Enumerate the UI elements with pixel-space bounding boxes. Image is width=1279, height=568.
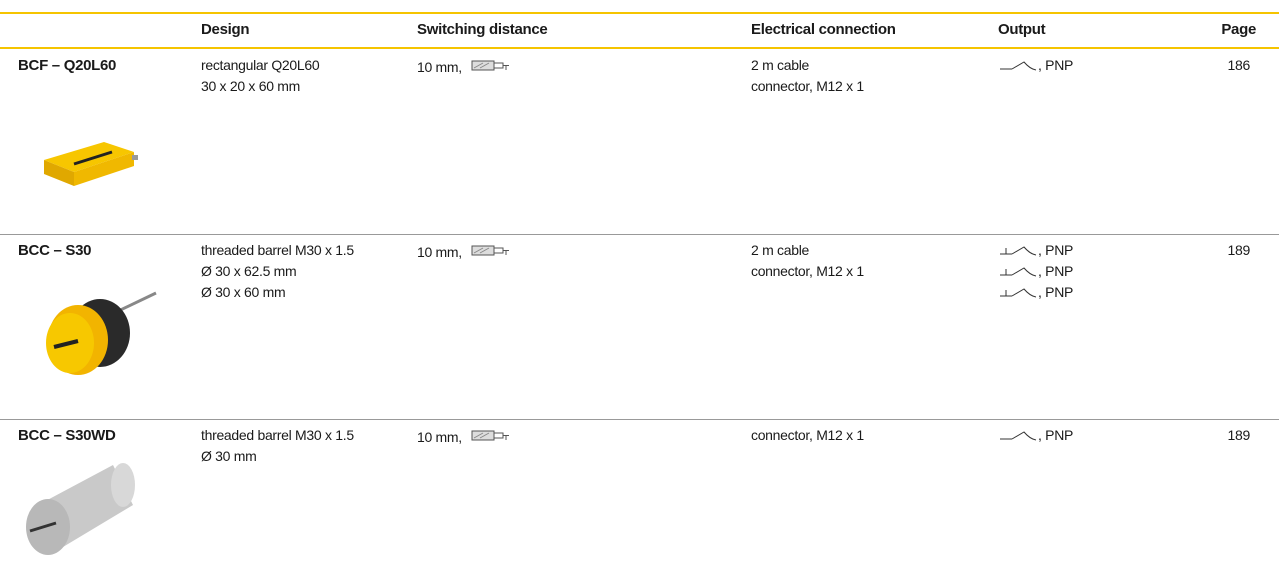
cell-text: , PNP <box>1038 263 1074 279</box>
cell-text: , PNP <box>1038 284 1074 300</box>
cell-text: , PNP <box>1038 57 1074 73</box>
sensor-symbol <box>471 430 509 441</box>
cell-text: 186 <box>1227 57 1251 73</box>
switch-symbol <box>1000 246 1037 256</box>
cell-text: 2 m cable <box>751 57 809 73</box>
sensor-symbol <box>471 60 509 71</box>
switch-symbol <box>1000 431 1037 441</box>
cell-text: threaded barrel M30 x 1.5 <box>201 242 354 258</box>
column-header: BCC – S30WD <box>18 427 116 444</box>
cell-text: 2 m cable <box>751 242 809 258</box>
cell-text: 30 x 20 x 60 mm <box>201 78 300 94</box>
cell-text: connector, M12 x 1 <box>751 427 864 443</box>
row-rule <box>0 234 1279 235</box>
sensor-symbol <box>471 245 509 256</box>
cell-text: , PNP <box>1038 427 1074 443</box>
cell-text: threaded barrel M30 x 1.5 <box>201 427 354 443</box>
switch-symbol <box>1000 288 1037 298</box>
row-rule <box>0 419 1279 420</box>
column-header: Design <box>201 21 250 38</box>
column-header: Output <box>998 21 1046 38</box>
cell-text: 10 mm, <box>417 59 462 75</box>
switch-symbol <box>1000 61 1037 71</box>
cell-text: 189 <box>1227 242 1251 258</box>
cell-text: 10 mm, <box>417 244 462 260</box>
column-header: Page <box>1221 21 1256 38</box>
column-header: Electrical connection <box>751 21 896 38</box>
column-header: BCF – Q20L60 <box>18 57 117 74</box>
cell-text: 189 <box>1227 427 1251 443</box>
product-image <box>46 291 157 375</box>
switch-symbol <box>1000 267 1037 277</box>
product-image <box>26 463 135 555</box>
product-image <box>44 142 138 186</box>
header-rule <box>0 47 1279 49</box>
column-header: BCC – S30 <box>18 242 92 259</box>
cell-text: rectangular Q20L60 <box>201 57 320 73</box>
cell-text: Ø 30 x 62.5 mm <box>201 263 297 279</box>
cell-text: Ø 30 mm <box>201 448 257 464</box>
cell-text: 10 mm, <box>417 429 462 445</box>
cell-text: connector, M12 x 1 <box>751 263 864 279</box>
column-header: Switching distance <box>417 21 548 38</box>
cell-text: connector, M12 x 1 <box>751 78 864 94</box>
cell-text: Ø 30 x 60 mm <box>201 284 286 300</box>
cell-text: , PNP <box>1038 242 1074 258</box>
top-rule <box>0 12 1279 14</box>
